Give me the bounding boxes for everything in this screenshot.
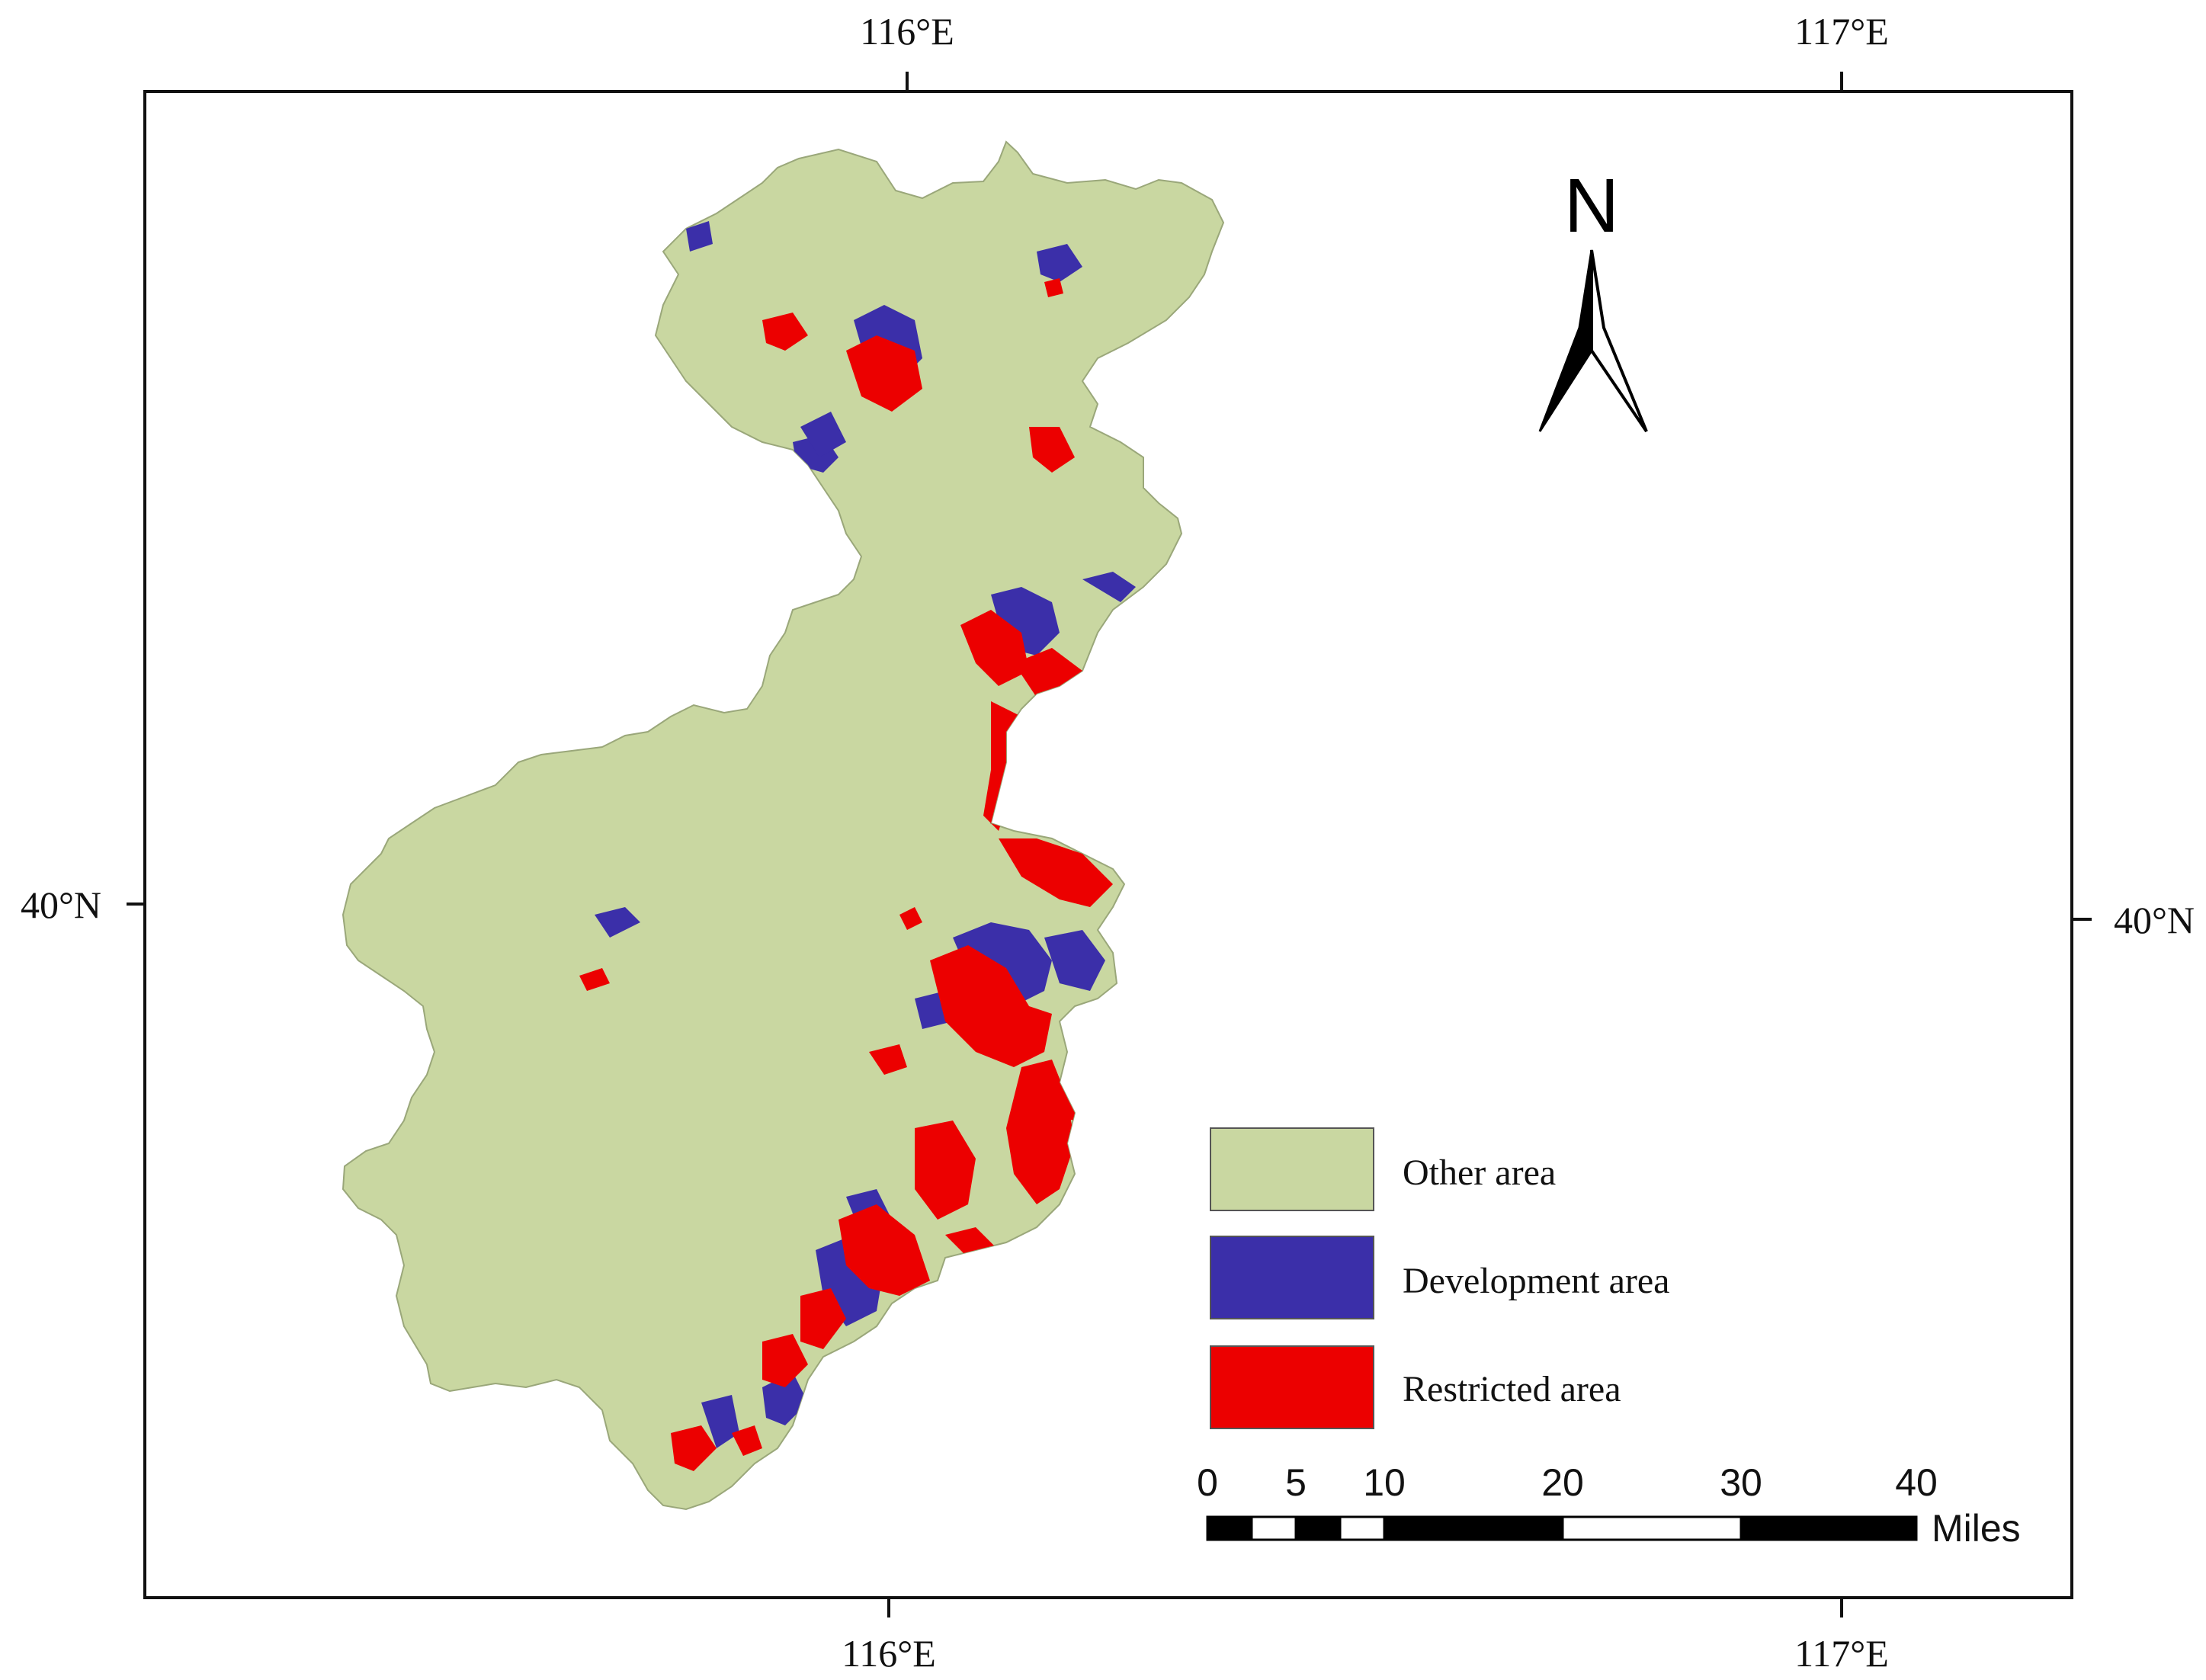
restricted-zone	[1113, 1029, 1136, 1060]
legend-label-development-area: Development area	[1403, 1261, 1669, 1301]
restricted-zone	[1044, 278, 1063, 297]
restricted-zone	[899, 907, 922, 930]
restricted-zone	[671, 1425, 717, 1471]
development-zone	[1037, 244, 1082, 282]
scale-tick-label-40: 40	[1895, 1461, 1938, 1504]
development-zone	[762, 1372, 808, 1425]
label-bottom-116E: 116°E	[842, 1632, 936, 1675]
label-top-116E: 116°E	[860, 10, 954, 53]
north-arrow-icon	[1538, 249, 1648, 433]
scale-segment-6	[1561, 1515, 1743, 1541]
legend-swatch-other-area	[1210, 1127, 1374, 1211]
scale-segment-1	[1206, 1515, 1253, 1541]
scale-bar: 0 5 10 20 30 40 Miles	[1197, 1461, 2021, 1550]
scale-segment-5	[1383, 1515, 1564, 1541]
scale-segment-3	[1294, 1515, 1342, 1541]
graticule-ticks	[127, 72, 2092, 1617]
development-zone	[1082, 572, 1136, 602]
restricted-zone	[915, 1121, 976, 1220]
development-zone	[800, 412, 846, 457]
development-zone	[686, 221, 713, 252]
north-arrow: N	[1538, 163, 1648, 433]
restricted-zone	[960, 610, 1029, 686]
legend-swatch-development-area	[1210, 1236, 1374, 1319]
legend-swatch-restricted-area	[1210, 1345, 1374, 1429]
scale-segment-4	[1339, 1515, 1386, 1541]
restricted-zone	[762, 313, 808, 351]
restricted-zone	[579, 968, 610, 991]
legend-label-restricted-area: Restricted area	[1403, 1369, 1621, 1409]
legend-label-other-area: Other area	[1403, 1153, 1556, 1193]
restricted-zone	[1029, 427, 1075, 473]
scale-segment-7	[1739, 1515, 1918, 1541]
restricted-zone	[838, 1204, 930, 1296]
label-bottom-117E: 117°E	[1794, 1632, 1889, 1675]
development-zone	[1044, 930, 1105, 991]
label-top-117E: 117°E	[1794, 10, 1889, 53]
development-zone	[595, 907, 640, 938]
north-label: N	[1564, 163, 1619, 248]
development-zone	[1128, 976, 1159, 1006]
restricted-zone	[930, 945, 1052, 1067]
scale-tick-label-0: 0	[1197, 1461, 1218, 1504]
development-zone	[701, 1395, 739, 1448]
scale-tick-label-30: 30	[1720, 1461, 1762, 1504]
restricted-zone	[800, 1288, 846, 1349]
restricted-zone	[999, 838, 1113, 907]
map-frame	[143, 90, 2073, 1599]
scale-tick-label-10: 10	[1363, 1461, 1406, 1504]
label-right-40N: 40°N	[2114, 899, 2195, 941]
restricted-zone	[846, 335, 922, 412]
restricted-zone	[869, 1044, 907, 1075]
label-left-40N: 40°N	[21, 883, 101, 926]
restricted-zone	[732, 1425, 762, 1456]
scale-unit-label: Miles	[1932, 1507, 2021, 1550]
legend: Other area Development area Restricted a…	[1210, 1127, 1669, 1429]
restricted-zone	[762, 1334, 808, 1387]
scale-tick-label-20: 20	[1541, 1461, 1584, 1504]
scale-segment-2	[1250, 1515, 1297, 1541]
scale-tick-label-5: 5	[1285, 1461, 1307, 1504]
